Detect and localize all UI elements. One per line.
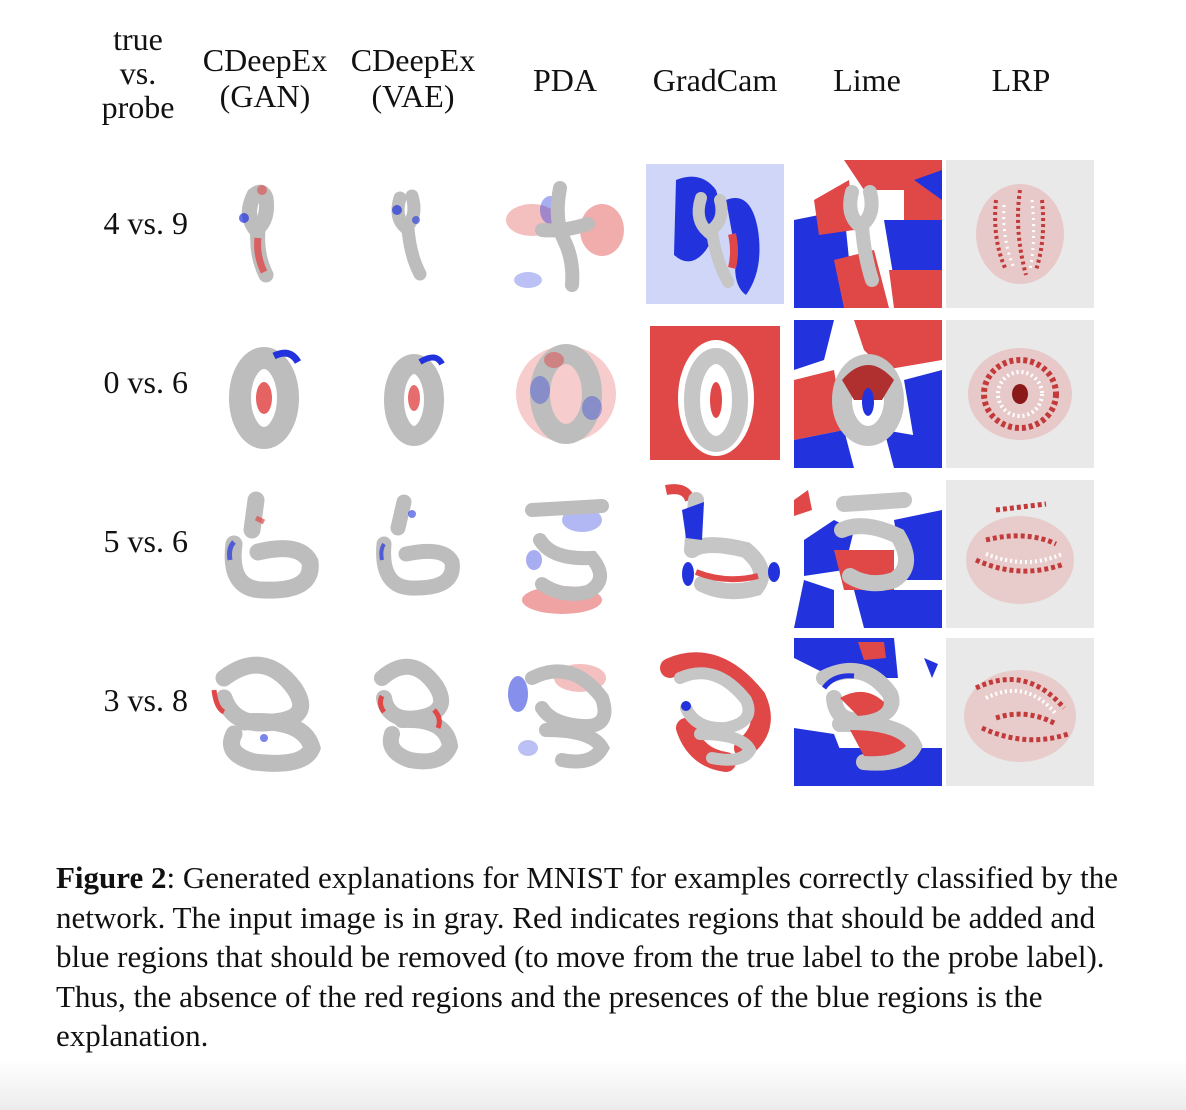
tile-lrp-5-vs-6 (946, 480, 1094, 628)
row-label-0-vs-6: 0 vs. 6 (103, 364, 188, 400)
tile-gan-4-vs-9 (194, 160, 342, 308)
tile-gradcam-0-vs-6 (646, 320, 794, 468)
tile-gradcam-5-vs-6 (646, 480, 794, 628)
tile-lime-0-vs-6 (794, 320, 942, 468)
corner-vs: vs. (119, 55, 157, 91)
caption-text: : Generated explanations for MNIST for e… (56, 860, 1118, 1053)
col-header-gradcam: GradCam (652, 62, 778, 98)
tile-gan-5-vs-6 (194, 480, 342, 628)
page-bottom-shadow (0, 1060, 1186, 1110)
tile-lime-5-vs-6 (794, 480, 942, 628)
tile-vae-5-vs-6 (342, 480, 490, 628)
row-label-4-vs-9: 4 vs. 9 (103, 205, 188, 241)
tile-pda-5-vs-6 (492, 480, 640, 628)
row-label-5-vs-6: 5 vs. 6 (103, 523, 188, 559)
corner-true: true (113, 21, 163, 57)
tile-vae-3-vs-8 (342, 638, 490, 786)
col-header-cdeepex-vae: CDeepEx (VAE) (350, 42, 476, 114)
tile-lime-3-vs-8 (794, 638, 942, 786)
tile-gan-0-vs-6 (194, 320, 342, 468)
figure-label: Figure 2 (56, 860, 167, 895)
tile-gradcam-4-vs-9 (646, 160, 794, 308)
tile-gan-3-vs-8 (194, 638, 342, 786)
col-header-cdeepex-gan: CDeepEx (GAN) (202, 42, 328, 114)
row-label-3-vs-8: 3 vs. 8 (103, 682, 188, 718)
col-header-lime: Lime (833, 62, 901, 98)
tile-vae-4-vs-9 (342, 160, 490, 308)
tile-lrp-0-vs-6 (946, 320, 1094, 468)
tile-lrp-4-vs-9 (946, 160, 1094, 308)
col-header-lrp: LRP (991, 62, 1051, 98)
tile-lrp-3-vs-8 (946, 638, 1094, 786)
tile-pda-3-vs-8 (492, 638, 640, 786)
tile-pda-4-vs-9 (492, 160, 640, 308)
corner-header: true vs. probe (88, 22, 188, 124)
corner-probe: probe (101, 89, 175, 125)
figure-caption: Figure 2: Generated explanations for MNI… (56, 858, 1138, 1056)
col-header-pda: PDA (532, 62, 597, 98)
tile-pda-0-vs-6 (492, 320, 640, 468)
tile-lime-4-vs-9 (794, 160, 942, 308)
tile-gradcam-3-vs-8 (646, 638, 794, 786)
tile-vae-0-vs-6 (342, 320, 490, 468)
